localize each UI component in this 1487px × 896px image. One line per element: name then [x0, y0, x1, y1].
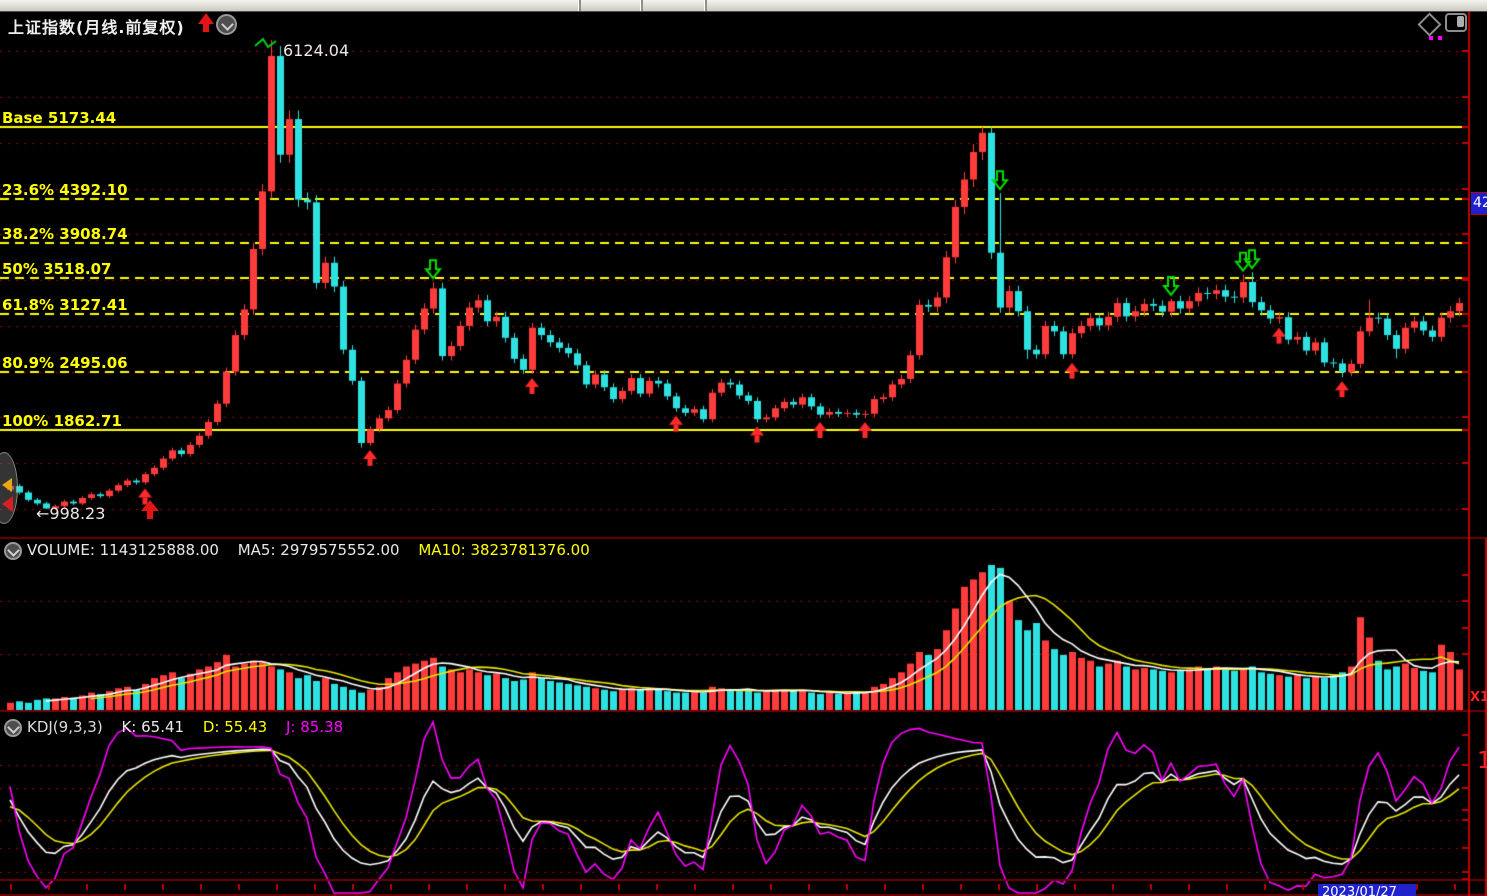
chevron-down-icon[interactable] [4, 719, 22, 737]
trend-up-icon [197, 13, 215, 33]
kdj-axis-label: 1 [1477, 748, 1487, 774]
kdj-header: KDJ(9,3,3) K: 65.41 D: 55.43 J: 85.38 [27, 718, 357, 736]
fib-label-100: 100% 1862.71 [2, 412, 122, 430]
magenta-dot-icon [1429, 36, 1433, 40]
fib-label-382: 38.2% 3908.74 [2, 225, 128, 243]
toolbar-seam [640, 0, 643, 11]
volume-header: VOLUME: 1143125888.00 MA5: 2979575552.00… [27, 541, 604, 559]
panel-layout-icon[interactable] [1445, 13, 1467, 32]
chart-title: 上证指数(月线.前复权) [8, 18, 185, 37]
toolbar-seam [578, 0, 581, 11]
cursor-date-tag: 2023/01/27 [1318, 884, 1416, 896]
left-arrow-icon: ← [36, 504, 50, 523]
fib-label-809: 80.9% 2495.06 [2, 354, 128, 372]
fib-label-618: 61.8% 3127.41 [2, 296, 128, 314]
volume-unit-label: X1 [1470, 690, 1487, 705]
kdj-name: KDJ(9,3,3) [27, 718, 103, 736]
fib-label-236: 23.6% 4392.10 [2, 181, 128, 199]
axis-price-tag: 42 [1471, 192, 1487, 215]
flap-arrow-red-icon [2, 496, 13, 512]
magenta-dot-icon [1438, 36, 1442, 40]
low-price-label: ←998.23 [36, 504, 106, 523]
top-toolbar-strip[interactable] [0, 0, 1487, 12]
peak-price-label: 6124.04 [283, 41, 350, 60]
chevron-down-icon[interactable] [216, 14, 237, 35]
volume-value: VOLUME: 1143125888.00 [27, 541, 219, 559]
volume-ma5-value: MA5: 2979575552.00 [237, 541, 400, 559]
kdj-j-value: J: 85.38 [285, 718, 344, 736]
toolbar-seam [704, 0, 707, 11]
kdj-k-value: K: 65.41 [121, 718, 185, 736]
buy-signal-arrow-icon [141, 500, 159, 520]
flap-arrow-yellow-icon [2, 478, 12, 492]
kdj-d-value: D: 55.43 [202, 718, 268, 736]
chevron-down-icon[interactable] [4, 542, 22, 560]
volume-ma10-value: MA10: 3823781376.00 [418, 541, 590, 559]
fib-label-50: 50% 3518.07 [2, 260, 112, 278]
fib-label-base: Base 5173.44 [2, 109, 117, 127]
